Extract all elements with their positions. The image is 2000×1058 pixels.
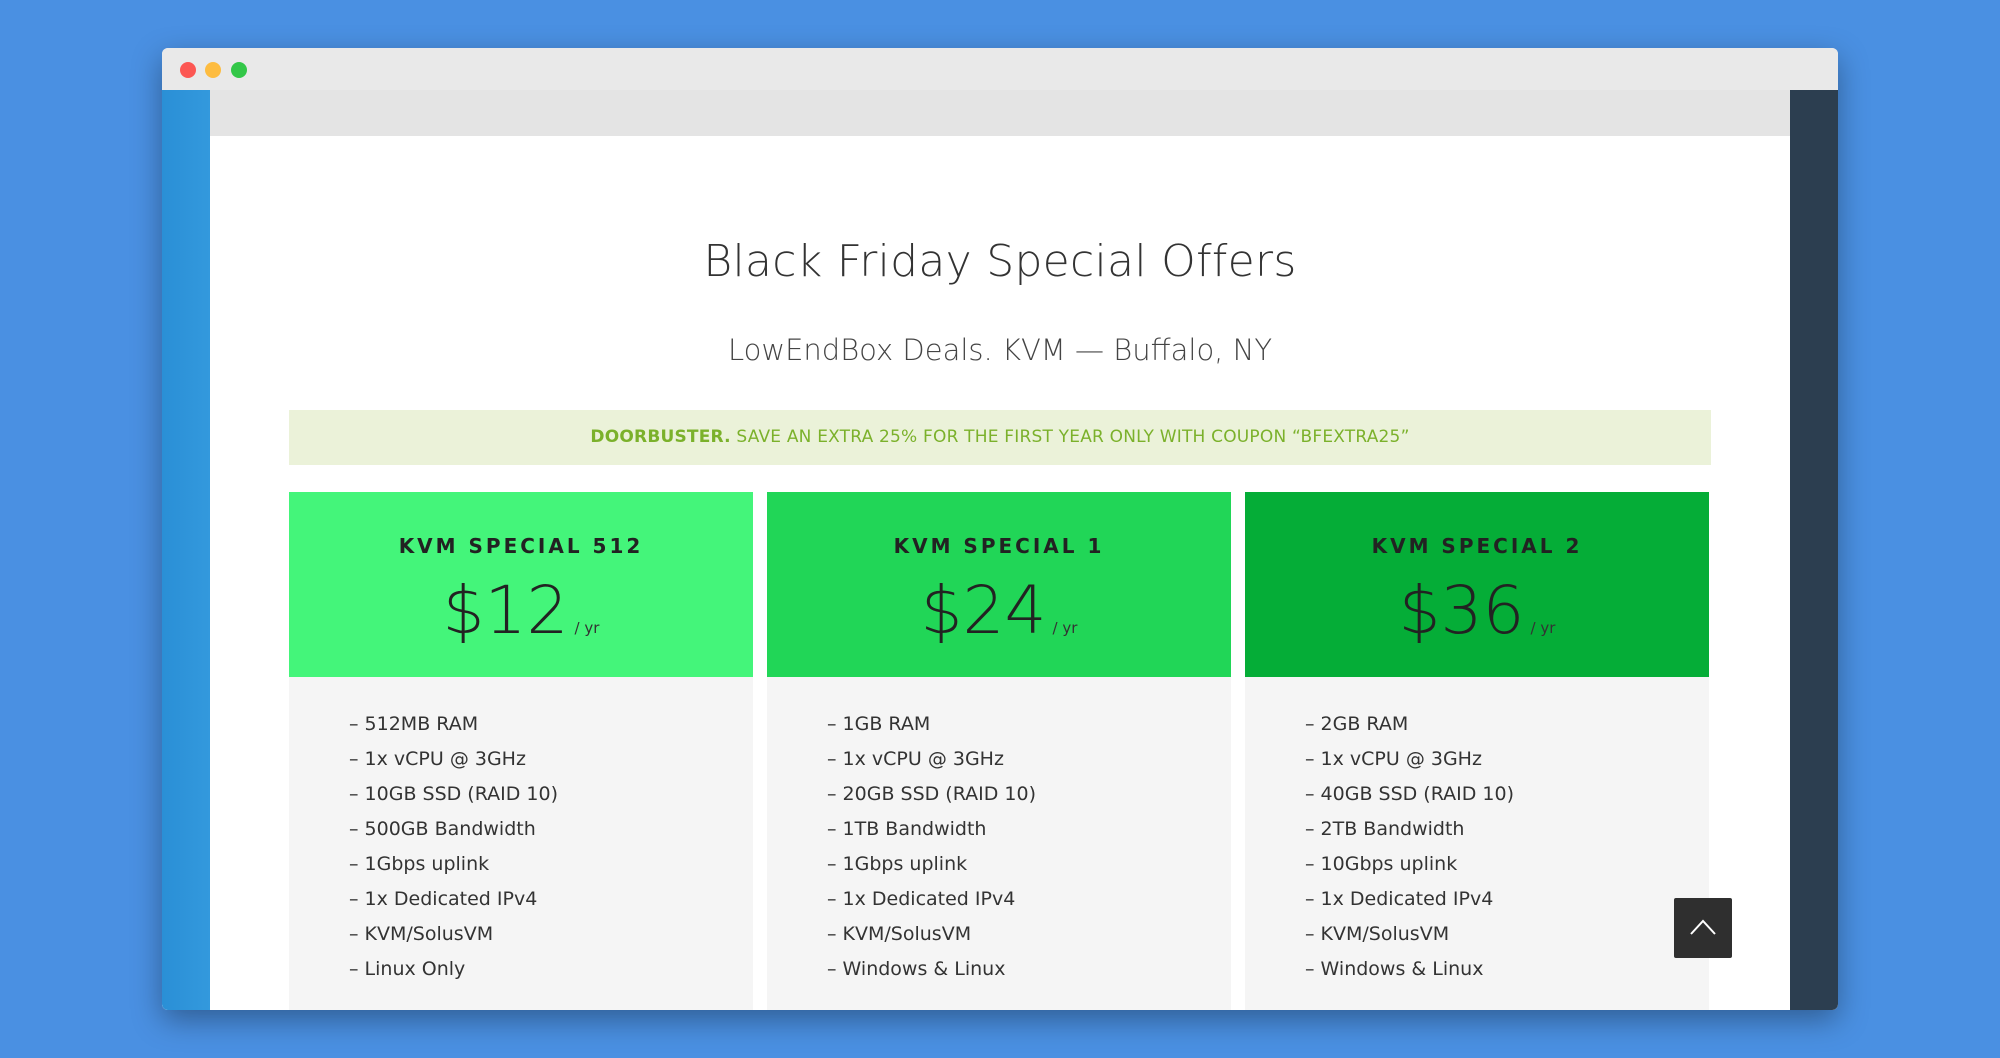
feature-item: – 1x Dedicated IPv4 — [827, 888, 1016, 910]
maximize-window-button[interactable] — [231, 62, 247, 78]
plan-card-1[interactable]: KVM SPECIAL 1 $24 / yr – 1GB RAM – 1x vCP… — [767, 492, 1231, 1010]
price-period: / yr — [1530, 619, 1556, 637]
plan-name: KVM SPECIAL 1 — [893, 534, 1105, 558]
price-row: $12 / yr — [289, 572, 753, 649]
scroll-to-top-button[interactable] — [1674, 898, 1732, 958]
right-edge-strip — [1790, 90, 1838, 1010]
header-band — [210, 90, 1790, 136]
page-viewport: Black Friday Special Offers LowEndBox De… — [162, 90, 1838, 1010]
feature-item: – 1GB RAM — [827, 713, 931, 735]
feature-item: – KVM/SolusVM — [349, 923, 494, 945]
feature-item: – 20GB SSD (RAID 10) — [827, 783, 1037, 805]
feature-item: – 512MB RAM — [349, 713, 479, 735]
feature-list: – 2GB RAM – 1x vCPU @ 3GHz – 40GB SSD (R… — [1245, 677, 1709, 987]
plan-price: $12 — [442, 572, 569, 649]
left-edge-strip — [162, 90, 210, 1010]
feature-item: – 1Gbps uplink — [827, 853, 968, 875]
page-title: Black Friday Special Offers — [703, 236, 1297, 287]
plan-name: KVM SPECIAL 512 — [398, 534, 644, 558]
plan-name: KVM SPECIAL 2 — [1371, 534, 1583, 558]
coupon-label: DOORBUSTER. — [590, 427, 731, 447]
feature-item: – 1x Dedicated IPv4 — [349, 888, 538, 910]
feature-list: – 512MB RAM – 1x vCPU @ 3GHz – 10GB SSD … — [289, 677, 753, 987]
feature-item: – 1TB Bandwidth — [827, 818, 987, 840]
feature-item: – Linux Only — [349, 958, 466, 980]
feature-item: – 1x vCPU @ 3GHz — [349, 748, 526, 770]
plan-card-512[interactable]: KVM SPECIAL 512 $12 / yr – 512MB RAM – 1x… — [289, 492, 753, 1010]
feature-item: – 1x Dedicated IPv4 — [1305, 888, 1494, 910]
price-row: $24 / yr — [767, 572, 1231, 649]
price-period: / yr — [1052, 619, 1078, 637]
window-titlebar — [162, 48, 1838, 90]
plan-price: $24 — [920, 572, 1047, 649]
feature-item: – 40GB SSD (RAID 10) — [1305, 783, 1515, 805]
plan-card-2[interactable]: KVM SPECIAL 2 $36 / yr – 2GB RAM – 1x vCP… — [1245, 492, 1709, 1010]
feature-item: – 10GB SSD (RAID 10) — [349, 783, 559, 805]
coupon-text: SAVE AN EXTRA 25% FOR THE FIRST YEAR ONL… — [730, 427, 1410, 447]
feature-item: – 1x vCPU @ 3GHz — [1305, 748, 1482, 770]
plan-header: KVM SPECIAL 2 $36 / yr — [1245, 492, 1709, 677]
feature-item: – Windows & Linux — [1305, 958, 1484, 980]
minimize-window-button[interactable] — [205, 62, 221, 78]
feature-list: – 1GB RAM – 1x vCPU @ 3GHz – 20GB SSD (R… — [767, 677, 1231, 987]
feature-item: – KVM/SolusVM — [1305, 923, 1450, 945]
main-content: Black Friday Special Offers LowEndBox De… — [210, 136, 1790, 1010]
feature-item: – 1x vCPU @ 3GHz — [827, 748, 1004, 770]
plan-price: $36 — [1398, 572, 1525, 649]
feature-item: – 1Gbps uplink — [349, 853, 490, 875]
feature-item: – 2GB RAM — [1305, 713, 1409, 735]
browser-window: Black Friday Special Offers LowEndBox De… — [162, 48, 1838, 1010]
feature-item: – Windows & Linux — [827, 958, 1006, 980]
close-window-button[interactable] — [180, 62, 196, 78]
chevron-up-icon — [1690, 919, 1716, 935]
plan-header: KVM SPECIAL 1 $24 / yr — [767, 492, 1231, 677]
feature-item: – 10Gbps uplink — [1305, 853, 1458, 875]
plan-header: KVM SPECIAL 512 $12 / yr — [289, 492, 753, 677]
page-subtitle: LowEndBox Deals. KVM — Buffalo, NY — [727, 333, 1273, 367]
feature-item: – 2TB Bandwidth — [1305, 818, 1465, 840]
feature-item: – KVM/SolusVM — [827, 923, 972, 945]
price-row: $36 / yr — [1245, 572, 1709, 649]
coupon-banner: DOORBUSTER. SAVE AN EXTRA 25% FOR THE FI… — [289, 410, 1711, 465]
price-period: / yr — [574, 619, 600, 637]
feature-item: – 500GB Bandwidth — [349, 818, 536, 840]
